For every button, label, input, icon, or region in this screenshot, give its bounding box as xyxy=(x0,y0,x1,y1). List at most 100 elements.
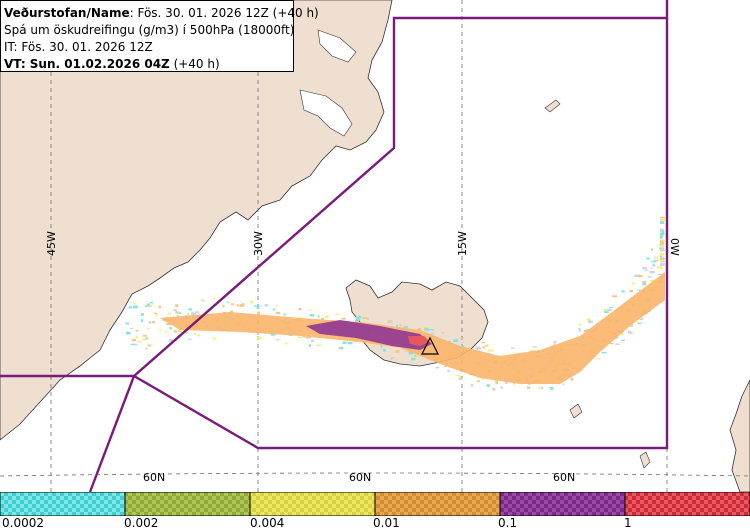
ash-speckle xyxy=(135,336,139,339)
latitude-labels: 60N 60N 60N xyxy=(143,471,575,484)
greenland-fjord xyxy=(317,29,357,63)
ash-speckle xyxy=(403,326,409,329)
ash-speckle xyxy=(532,346,537,348)
ash-speckle xyxy=(361,317,367,319)
ash-speckle xyxy=(553,340,557,343)
ash-speckle xyxy=(660,258,664,260)
ash-speckle xyxy=(317,316,320,318)
ash-speckle xyxy=(659,266,663,269)
ash-speckle xyxy=(447,370,450,373)
ash-speckle xyxy=(366,317,369,320)
ash-speckle xyxy=(638,275,643,278)
lon-label-45w: 45W xyxy=(45,231,58,256)
ash-speckle xyxy=(414,355,417,357)
ash-speckle xyxy=(226,301,230,303)
ash-plume-1-band xyxy=(408,336,430,346)
ash-speckle xyxy=(660,240,664,243)
ash-speckle xyxy=(212,337,217,340)
ash-speckle xyxy=(650,248,654,251)
ash-speckle xyxy=(607,309,612,312)
ash-speckle xyxy=(475,346,480,350)
ash-speckle xyxy=(500,386,503,389)
ash-speckle xyxy=(256,332,260,335)
ash-speckle xyxy=(130,343,136,346)
valid-time-line: VT: Sun. 01.02.2026 04Z (+40 h) xyxy=(4,56,290,73)
ash-speckle xyxy=(395,324,399,328)
ash-speckle xyxy=(129,327,134,329)
ash-speckle xyxy=(639,318,644,321)
ash-speckle xyxy=(637,289,641,291)
ash-speckle xyxy=(309,314,314,317)
ash-speckle xyxy=(399,324,402,327)
faroe-islands xyxy=(569,403,583,419)
ash-speckle xyxy=(230,310,233,314)
ash-speckle xyxy=(253,305,258,307)
greenland-landmass xyxy=(0,0,393,441)
ash-speckle xyxy=(653,259,657,262)
ash-speckle xyxy=(660,229,663,232)
ash-speckle xyxy=(169,327,173,330)
ash-speckle xyxy=(137,341,142,343)
ash-speckle xyxy=(308,344,311,347)
ash-speckle xyxy=(317,344,322,346)
ash-speckle xyxy=(316,344,320,347)
ash-speckle xyxy=(629,290,633,293)
ash-speckle xyxy=(487,384,490,386)
ash-speckle xyxy=(148,321,152,324)
ash-speckle xyxy=(650,261,656,263)
ash-speckle xyxy=(125,331,131,335)
ash-speckle xyxy=(660,218,665,221)
ash-speckle xyxy=(660,221,663,224)
colorbar-segment-3 xyxy=(374,492,501,516)
ash-speckle xyxy=(646,257,650,260)
ash-speckle xyxy=(486,344,489,347)
ash-speckle xyxy=(657,266,660,269)
ash-speckle xyxy=(615,343,621,345)
ash-speckle xyxy=(307,309,312,311)
ash-speckle xyxy=(395,350,400,353)
ash-speckle xyxy=(168,339,174,342)
ash-speckle xyxy=(660,232,665,236)
ash-speckle xyxy=(660,245,665,248)
ash-speckle xyxy=(391,357,395,359)
ash-speckle xyxy=(621,339,625,341)
ash-speckle xyxy=(411,357,416,361)
ash-speckle xyxy=(541,386,544,390)
ash-speckle xyxy=(647,276,652,278)
colorbar-segment-1 xyxy=(124,492,251,516)
ash-speckle xyxy=(153,312,157,314)
ash-speckle xyxy=(141,313,144,316)
ash-speckle xyxy=(460,341,464,343)
ash-speckle xyxy=(660,235,664,238)
ash-speckle xyxy=(642,267,647,270)
valid-time-rest: (+40 h) xyxy=(169,57,220,71)
ash-speckle xyxy=(142,338,147,341)
ash-speckle xyxy=(642,280,646,284)
ash-speckle xyxy=(448,340,451,343)
ash-speckle xyxy=(562,383,565,386)
ash-speckle xyxy=(132,303,137,305)
ash-speckle xyxy=(442,331,445,334)
ash-speckle xyxy=(341,317,346,320)
ash-speckle xyxy=(603,308,608,312)
ash-speckle xyxy=(150,301,153,304)
lat-label-60n: 60N xyxy=(553,471,575,484)
ash-speckle xyxy=(272,308,276,311)
ash-speckle xyxy=(302,336,307,338)
title-bold: Veðurstofan/Name xyxy=(4,6,130,20)
ash-speckle xyxy=(444,365,447,367)
ash-speckle xyxy=(187,338,192,340)
ash-speckle xyxy=(601,352,607,354)
ash-speckle xyxy=(264,304,269,307)
ash-speckle xyxy=(609,306,614,308)
lon-label-15w: 15W xyxy=(456,231,469,256)
ash-speckle xyxy=(168,312,172,315)
ash-speckle xyxy=(459,337,464,340)
ash-speckle xyxy=(637,321,640,324)
ash-speckle xyxy=(553,343,556,345)
shetland-islands xyxy=(639,451,651,469)
ash-plume-0.1-band xyxy=(306,320,432,350)
fir-boundary xyxy=(0,0,669,492)
ash-speckle xyxy=(368,344,372,346)
